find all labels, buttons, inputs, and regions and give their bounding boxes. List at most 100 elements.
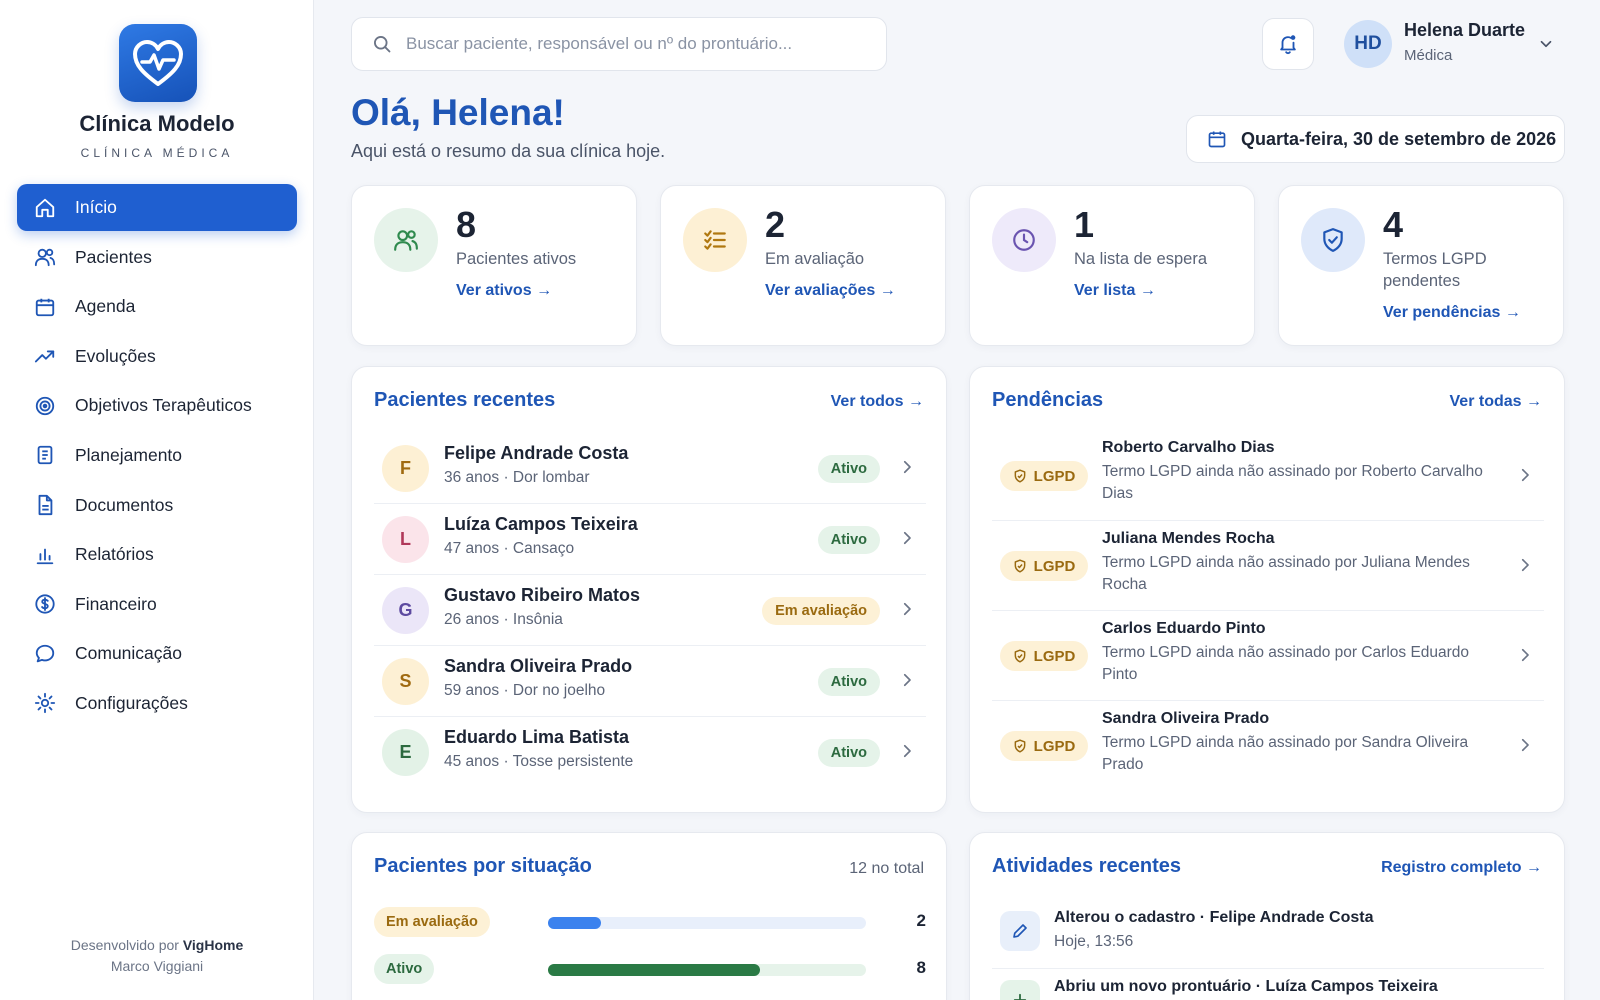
patient-info: 47 anos · Cansaço xyxy=(444,540,575,557)
stat-link-label: Ver avaliações xyxy=(765,282,876,299)
pending-row[interactable]: LGPD Juliana Mendes Rocha Termo LGPD ain… xyxy=(992,521,1544,611)
patients-by-status-panel: Pacientes por situação 12 no total Em av… xyxy=(351,832,947,1000)
checklist-icon xyxy=(704,230,726,250)
sidebar-item-planejamento[interactable]: Planejamento xyxy=(17,432,297,479)
date-text: Quarta-feira, 30 de setembro de 2026 xyxy=(1241,128,1557,149)
sidebar-item-objetivos[interactable]: Objetivos Terapêuticos xyxy=(17,382,297,429)
pending-panel: Pendências Ver todas → LGPD Roberto Carv… xyxy=(969,366,1565,813)
search-bar[interactable] xyxy=(351,17,887,71)
search-input[interactable] xyxy=(406,34,846,54)
sidebar-item-comunicacao[interactable]: Comunicação xyxy=(17,630,297,677)
patient-info: 45 anos · Tosse persistente xyxy=(444,753,634,770)
pending-row[interactable]: LGPD Carlos Eduardo Pinto Termo LGPD ain… xyxy=(992,611,1544,701)
shield-check-icon xyxy=(1014,649,1026,663)
link-label: Ver todas xyxy=(1449,393,1522,410)
patient-row[interactable]: G Gustavo Ribeiro Matos 26 anos · Insôni… xyxy=(374,575,926,646)
sidebar: Clínica Modelo CLÍNICA MÉDICA Início Pac… xyxy=(0,0,314,1000)
badge-label: LGPD xyxy=(1033,647,1076,665)
sidebar-item-relatorios[interactable]: Relatórios xyxy=(17,531,297,578)
trending-up-icon xyxy=(34,345,56,367)
chevron-down-icon[interactable] xyxy=(1537,35,1555,53)
developer-credit: Desenvolvido por VigHome Marco Viggiani xyxy=(0,935,314,977)
status-row: Ativo 8 xyxy=(374,954,926,984)
pending-row[interactable]: LGPD Roberto Carvalho Dias Termo LGPD ai… xyxy=(992,431,1544,521)
sidebar-item-inicio[interactable]: Início xyxy=(17,184,297,231)
sidebar-item-label: Financeiro xyxy=(75,593,157,614)
link-label: Ver todos xyxy=(830,393,904,410)
badge-label: LGPD xyxy=(1033,467,1076,485)
sidebar-item-pacientes[interactable]: Pacientes xyxy=(17,234,297,281)
status-bar-fill xyxy=(548,917,602,929)
current-date: Quarta-feira, 30 de setembro de 2026 xyxy=(1186,115,1565,163)
stat-link[interactable]: Ver pendências → xyxy=(1383,304,1521,322)
pending-name: Sandra Oliveira Prado xyxy=(1102,710,1270,727)
sidebar-item-agenda[interactable]: Agenda xyxy=(17,283,297,330)
plus-icon xyxy=(1000,980,1040,1000)
chevron-right-icon xyxy=(903,460,911,474)
stat-value: 2 xyxy=(765,204,786,245)
pending-row[interactable]: LGPD Sandra Oliveira Prado Termo LGPD ai… xyxy=(992,701,1544,791)
patient-info: 36 anos · Dor lombar xyxy=(444,469,590,486)
lgpd-badge: LGPD xyxy=(1000,641,1088,671)
stat-link[interactable]: Ver avaliações → xyxy=(765,282,896,300)
pencil-icon xyxy=(1000,911,1040,951)
patient-row[interactable]: L Luíza Campos Teixeira 47 anos · Cansaç… xyxy=(374,504,926,575)
patient-info: 26 anos · Insônia xyxy=(444,611,563,628)
patient-avatar: G xyxy=(382,587,429,634)
arrow-right-icon: → xyxy=(1139,282,1156,299)
patient-row[interactable]: F Felipe Andrade Costa 36 anos · Dor lom… xyxy=(374,433,926,504)
status-count: 8 xyxy=(916,958,926,977)
sidebar-item-label: Configurações xyxy=(75,692,188,713)
status-count: 2 xyxy=(916,911,926,930)
clinic-logo xyxy=(119,24,197,102)
activity-row[interactable]: Abriu um novo prontuário · Luíza Campos … xyxy=(992,978,1544,1000)
status-badge: Ativo xyxy=(374,954,435,984)
pending-desc: Termo LGPD ainda não assinado por Carlos… xyxy=(1102,644,1470,683)
stat-card-waitlist: 1 Na lista de espera Ver lista → xyxy=(969,185,1255,346)
status-badge: Ativo xyxy=(817,455,880,483)
activity-time: Hoje, 13:56 xyxy=(1054,933,1134,950)
full-log-link[interactable]: Registro completo → xyxy=(1381,859,1542,877)
sidebar-item-label: Comunicação xyxy=(75,643,182,664)
sidebar-item-evolucoes[interactable]: Evoluções xyxy=(17,333,297,380)
badge-label: LGPD xyxy=(1033,737,1076,755)
lgpd-badge: LGPD xyxy=(1000,731,1088,761)
sidebar-item-financeiro[interactable]: Financeiro xyxy=(17,581,297,628)
patient-name: Luíza Campos Teixeira xyxy=(444,514,638,534)
brand-subtitle: CLÍNICA MÉDICA xyxy=(80,146,234,160)
user-avatar[interactable]: HD xyxy=(1344,20,1392,68)
activity-row[interactable]: Alterou o cadastro · Felipe Andrade Cost… xyxy=(992,909,1544,969)
recent-activities-panel: Atividades recentes Registro completo → … xyxy=(969,832,1565,1000)
patient-avatar: S xyxy=(382,658,429,705)
sidebar-item-configuracoes[interactable]: Configurações xyxy=(17,680,297,727)
stat-label: Termos LGPD pendentes xyxy=(1383,250,1487,290)
stat-link-label: Ver pendências xyxy=(1383,304,1501,321)
sidebar-item-label: Pacientes xyxy=(75,246,152,267)
patient-info: 59 anos · Dor no joelho xyxy=(444,682,606,699)
status-badge: Ativo xyxy=(817,526,880,554)
patient-row[interactable]: S Sandra Oliveira Prado 59 anos · Dor no… xyxy=(374,646,926,717)
chevron-right-icon xyxy=(1521,738,1529,752)
pending-name: Carlos Eduardo Pinto xyxy=(1102,620,1266,637)
panel-title: Pendências xyxy=(992,389,1104,411)
arrow-right-icon: → xyxy=(1526,393,1542,410)
shield-check-icon xyxy=(1014,559,1026,573)
arrow-right-icon: → xyxy=(536,282,553,299)
arrow-right-icon: → xyxy=(1504,304,1521,321)
sidebar-item-label: Início xyxy=(75,197,117,217)
stat-link[interactable]: Ver lista → xyxy=(1074,282,1156,300)
status-bar-track xyxy=(548,964,866,976)
user-name[interactable]: Helena Duarte xyxy=(1404,20,1526,40)
stat-icon-circle xyxy=(992,208,1056,272)
stat-link[interactable]: Ver ativos → xyxy=(456,282,552,300)
badge-label: LGPD xyxy=(1033,557,1076,575)
sidebar-nav: Início Pacientes Agenda Evoluções Objeti… xyxy=(17,184,297,730)
sidebar-item-label: Evoluções xyxy=(75,345,156,366)
view-all-pending-link[interactable]: Ver todas → xyxy=(1450,393,1542,411)
sidebar-item-documentos[interactable]: Documentos xyxy=(17,482,297,529)
patient-row[interactable]: E Eduardo Lima Batista 45 anos · Tosse p… xyxy=(374,717,926,788)
notifications-button[interactable] xyxy=(1262,18,1314,70)
status-bar-track xyxy=(548,917,866,929)
view-all-patients-link[interactable]: Ver todos → xyxy=(831,393,924,411)
heart-pulse-icon xyxy=(133,40,183,86)
